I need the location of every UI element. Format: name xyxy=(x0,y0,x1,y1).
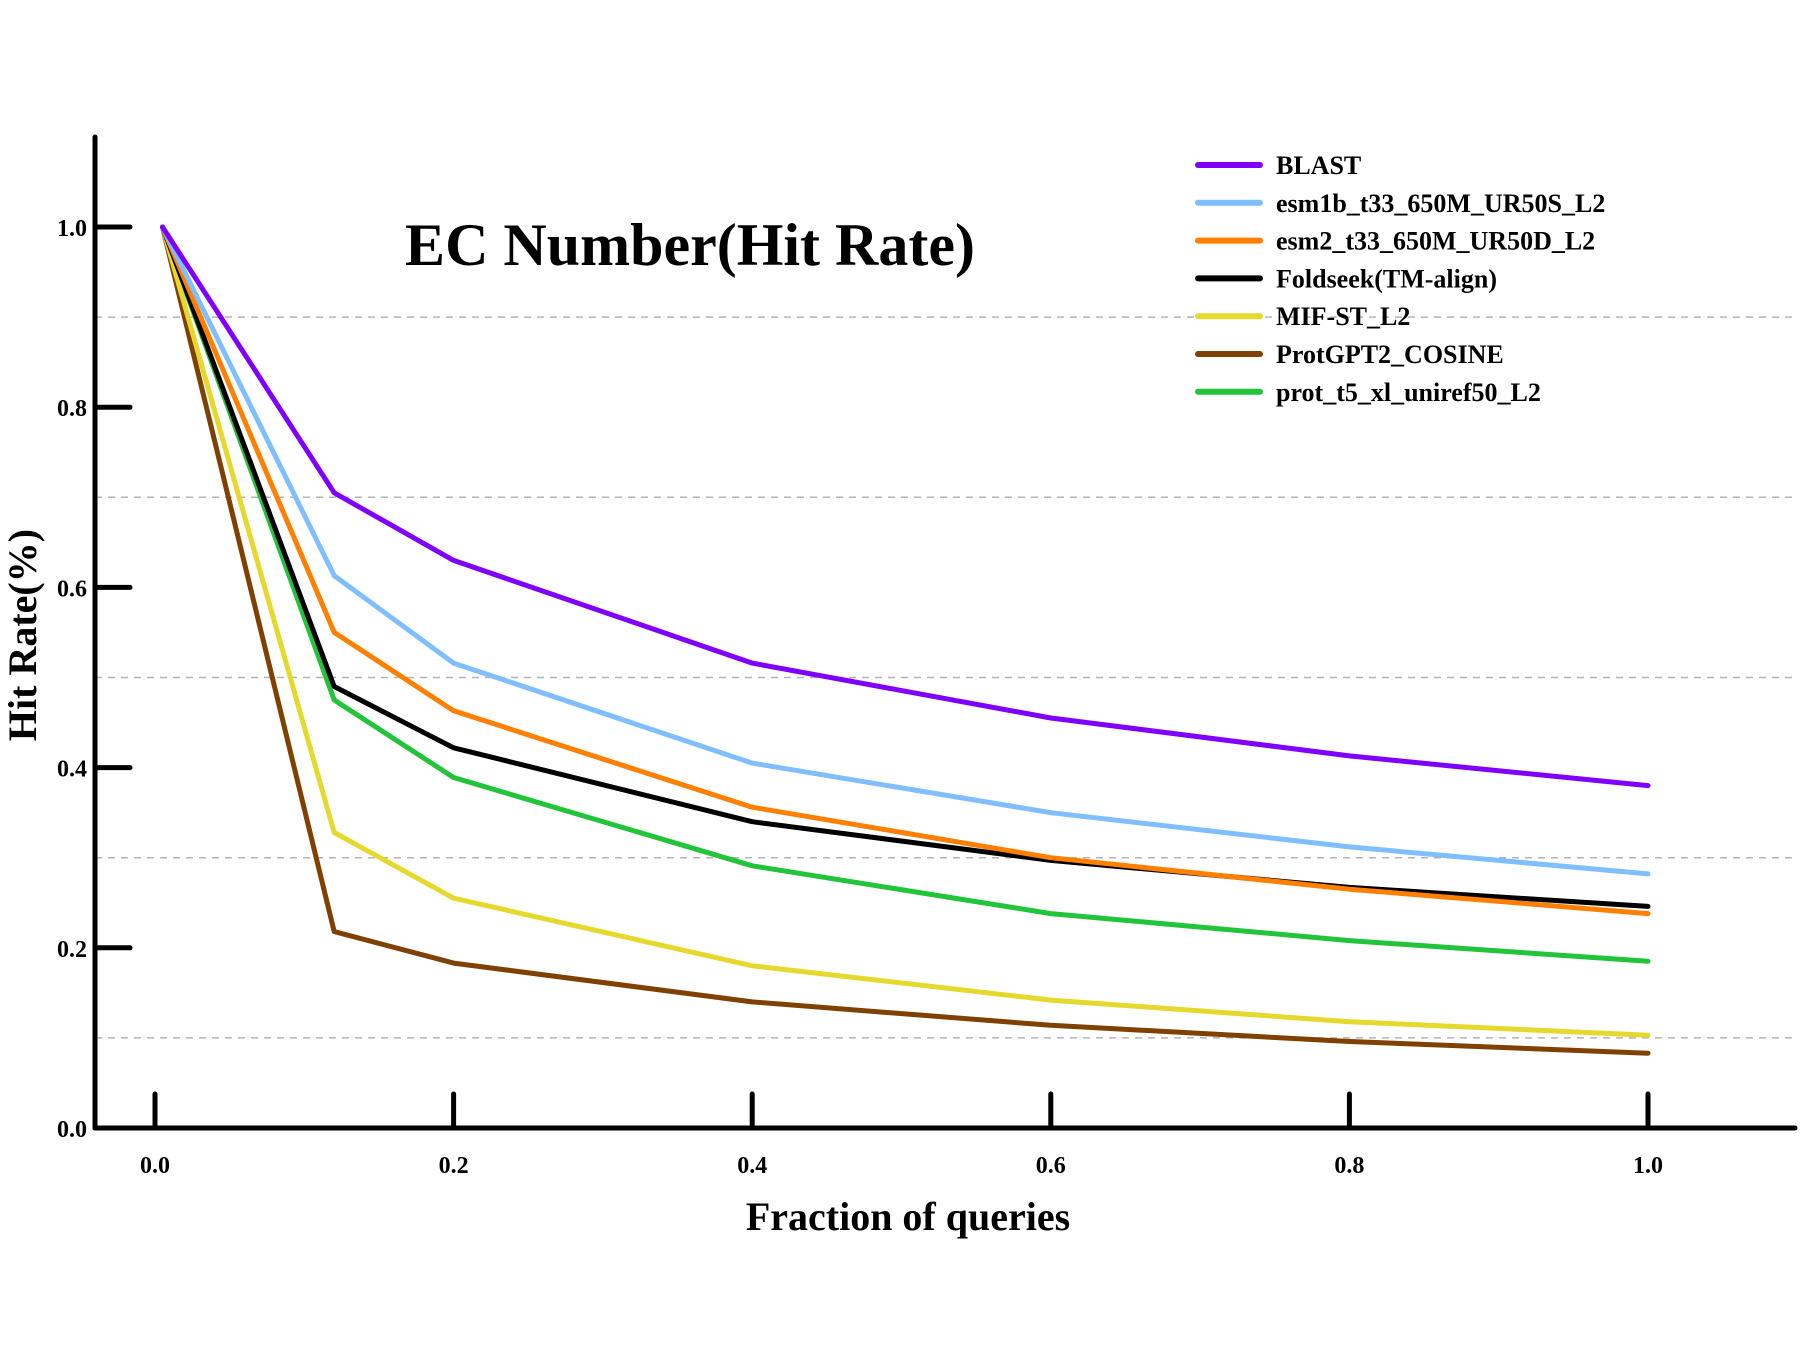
y-tick-label: 0.2 xyxy=(57,937,87,963)
series-line-esm1b-t33-650m-ur50s-l2 xyxy=(160,224,1651,877)
series-line-prot-t5-xl-uniref50-l2 xyxy=(160,224,1651,964)
y-tick-label: 1.0 xyxy=(57,216,87,242)
y-tick-label: 0.0 xyxy=(57,1117,87,1143)
legend-label: MIF-ST_L2 xyxy=(1276,302,1410,331)
x-tick-label: 0.8 xyxy=(1334,1153,1364,1179)
x-tick-label: 0.6 xyxy=(1036,1153,1066,1179)
axes xyxy=(92,134,1798,1131)
x-axis-title: Fraction of queries xyxy=(746,1194,1070,1239)
x-tick-label: 1.0 xyxy=(1633,1153,1663,1179)
series-line-esm2-t33-650m-ur50d-l2 xyxy=(160,224,1651,917)
legend-label: BLAST xyxy=(1276,151,1361,180)
legend-label: esm2_t33_650M_UR50D_L2 xyxy=(1276,227,1595,256)
series-line-foldseek-tm-align xyxy=(160,224,1651,909)
axis-ticks: 0.0 0.2 0.4 0.6 0.8 1.0 0.0 0.2 0.4 0.6 0.8 1.0 xyxy=(57,216,1663,1179)
series-line-protgpt2-cosine xyxy=(160,224,1651,1056)
legend-label: esm1b_t33_650M_UR50S_L2 xyxy=(1276,189,1605,218)
series-line-blast xyxy=(160,224,1651,789)
y-tick-label: 0.6 xyxy=(57,576,87,602)
legend-label: prot_t5_xl_uniref50_L2 xyxy=(1276,378,1541,407)
y-tick-label: 0.8 xyxy=(57,396,87,422)
y-tick-label: 0.4 xyxy=(57,757,87,783)
legend: BLAST esm1b_t33_650M_UR50S_L2 esm2_t33_650… xyxy=(1195,151,1605,407)
gridlines xyxy=(95,316,1795,1039)
chart-title: EC Number(Hit Rate) xyxy=(405,212,975,278)
series-line-mif-st-l2 xyxy=(160,224,1651,1038)
series-lines xyxy=(160,224,1651,1056)
legend-label: Foldseek(TM-align) xyxy=(1276,264,1497,293)
x-tick-label: 0.4 xyxy=(737,1153,767,1179)
x-tick-label: 0.0 xyxy=(140,1153,170,1179)
x-tick-label: 0.2 xyxy=(439,1153,469,1179)
y-axis-title: Hit Rate(%) xyxy=(0,529,45,741)
legend-label: ProtGPT2_COSINE xyxy=(1276,340,1504,369)
